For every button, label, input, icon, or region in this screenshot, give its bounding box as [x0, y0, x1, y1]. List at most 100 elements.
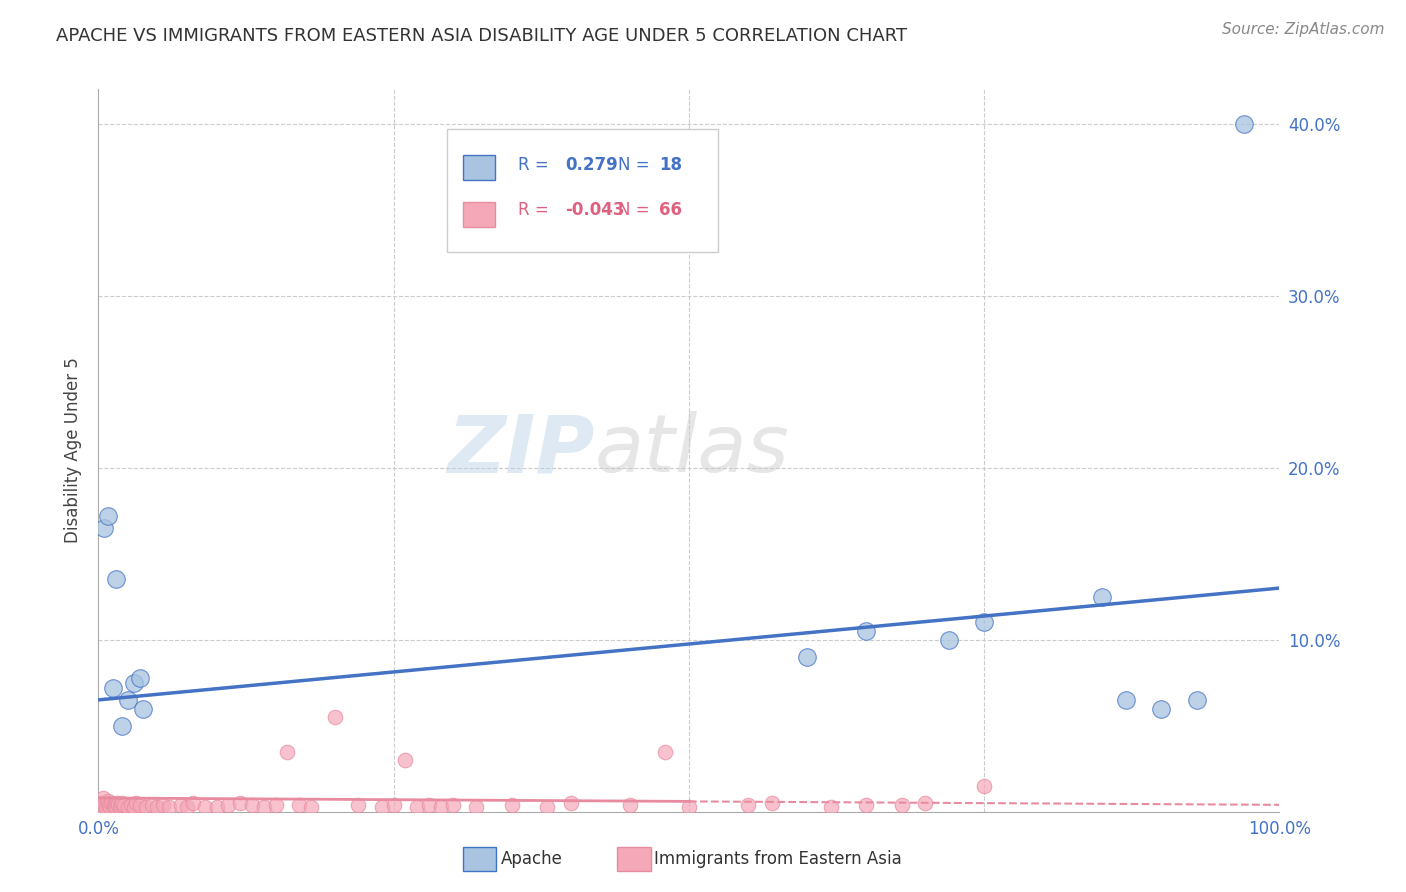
Point	[299, 799, 322, 814]
Point	[323, 710, 346, 724]
Point	[91, 799, 114, 814]
Point	[1233, 117, 1256, 131]
Point	[465, 799, 488, 814]
Point	[97, 794, 120, 808]
FancyBboxPatch shape	[464, 155, 495, 180]
Point	[128, 797, 150, 812]
Point	[347, 797, 370, 812]
Point	[135, 799, 157, 814]
Point	[105, 796, 128, 810]
FancyBboxPatch shape	[447, 129, 718, 252]
Point	[97, 508, 120, 523]
Point	[973, 779, 995, 793]
Point	[117, 799, 139, 814]
Point	[1091, 590, 1114, 604]
Point	[101, 681, 124, 695]
Point	[855, 624, 877, 639]
Point	[678, 799, 700, 814]
Point	[382, 797, 405, 812]
Point	[122, 799, 145, 814]
Point	[737, 797, 759, 812]
Point	[229, 796, 252, 810]
Point	[796, 649, 818, 664]
Point	[104, 797, 127, 812]
Text: 0.279: 0.279	[565, 156, 617, 174]
Point	[371, 799, 394, 814]
Point	[98, 797, 121, 812]
Text: R =: R =	[517, 201, 548, 219]
Point	[394, 753, 416, 767]
Text: Source: ZipAtlas.com: Source: ZipAtlas.com	[1222, 22, 1385, 37]
Point	[194, 799, 217, 814]
Text: 18: 18	[659, 156, 682, 174]
Text: APACHE VS IMMIGRANTS FROM EASTERN ASIA DISABILITY AGE UNDER 5 CORRELATION CHART: APACHE VS IMMIGRANTS FROM EASTERN ASIA D…	[56, 27, 907, 45]
Point	[107, 797, 129, 812]
Text: -0.043: -0.043	[565, 201, 624, 219]
Point	[105, 799, 128, 814]
Point	[105, 573, 128, 587]
Point	[94, 799, 117, 814]
Point	[91, 791, 114, 805]
Point	[111, 719, 134, 733]
Point	[276, 744, 298, 758]
Point	[108, 799, 131, 814]
Point	[1185, 693, 1208, 707]
Point	[654, 744, 676, 758]
Point	[890, 797, 912, 812]
Point	[855, 797, 877, 812]
Point	[98, 799, 121, 814]
Point	[146, 799, 169, 814]
Point	[973, 615, 995, 630]
Text: 66: 66	[659, 201, 682, 219]
Point	[90, 796, 112, 810]
Point	[128, 671, 150, 685]
Point	[560, 796, 582, 810]
Text: R =: R =	[517, 156, 548, 174]
Point	[111, 796, 134, 810]
Point	[217, 797, 239, 812]
Text: Apache: Apache	[501, 850, 562, 868]
Point	[288, 797, 311, 812]
Point	[152, 797, 174, 812]
Point	[132, 701, 155, 715]
Text: N =: N =	[619, 201, 650, 219]
Point	[501, 797, 523, 812]
Text: N =: N =	[619, 156, 650, 174]
Text: ZIP: ZIP	[447, 411, 595, 490]
Y-axis label: Disability Age Under 5: Disability Age Under 5	[63, 358, 82, 543]
Point	[1115, 693, 1137, 707]
Point	[176, 799, 198, 814]
Point	[761, 796, 783, 810]
Point	[1150, 701, 1173, 715]
Text: atlas: atlas	[595, 411, 789, 490]
Point	[112, 797, 135, 812]
Point	[117, 693, 139, 707]
Point	[100, 796, 122, 810]
Point	[253, 799, 276, 814]
Point	[205, 799, 228, 814]
Point	[103, 799, 125, 814]
Point	[157, 799, 180, 814]
Point	[121, 797, 143, 812]
Point	[170, 797, 193, 812]
Text: Immigrants from Eastern Asia: Immigrants from Eastern Asia	[654, 850, 901, 868]
Point	[93, 521, 115, 535]
FancyBboxPatch shape	[464, 202, 495, 227]
Point	[938, 632, 960, 647]
Point	[96, 796, 118, 810]
Point	[914, 796, 936, 810]
Point	[406, 799, 429, 814]
Point	[125, 796, 148, 810]
Point	[240, 797, 263, 812]
Point	[536, 799, 558, 814]
Point	[101, 797, 124, 812]
Point	[93, 797, 115, 812]
Point	[181, 796, 204, 810]
Point	[430, 799, 453, 814]
Point	[141, 797, 163, 812]
Point	[820, 799, 842, 814]
Point	[264, 797, 287, 812]
Point	[110, 797, 132, 812]
Point	[418, 797, 440, 812]
Point	[441, 797, 464, 812]
